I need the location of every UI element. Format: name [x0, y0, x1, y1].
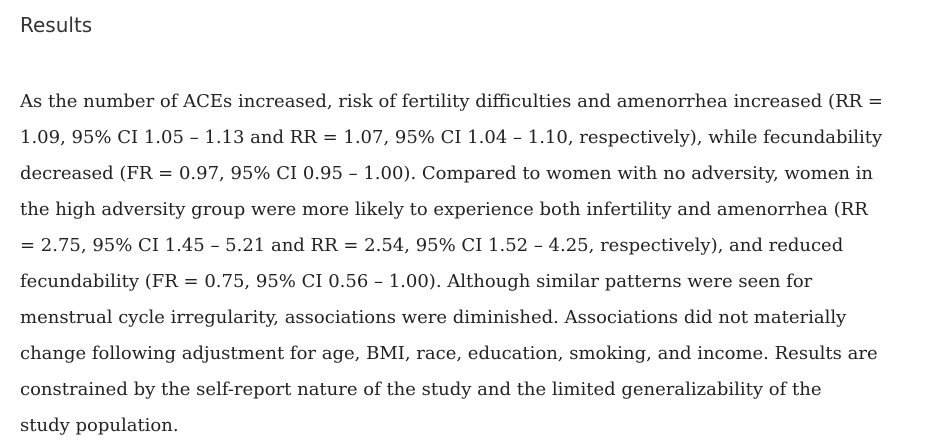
paragraph-line: fecundability (FR = 0.75, 95% CI 0.56 – …: [20, 271, 813, 292]
paragraph-line: study population.: [20, 415, 179, 436]
paragraph-line: = 2.75, 95% CI 1.45 – 5.21 and RR = 2.54…: [20, 235, 844, 256]
paragraph-line: change following adjustment for age, BMI…: [20, 343, 878, 364]
results-paragraph: As the number of ACEs increased, risk of…: [20, 84, 883, 444]
paragraph-line: decreased (FR = 0.97, 95% CI 0.95 – 1.00…: [20, 163, 874, 184]
paragraph-line: As the number of ACEs increased, risk of…: [20, 91, 883, 112]
section-heading: Results: [20, 13, 93, 37]
paragraph-line: constrained by the self-report nature of…: [20, 379, 822, 400]
paragraph-line: 1.09, 95% CI 1.05 – 1.13 and RR = 1.07, …: [20, 127, 883, 148]
paragraph-line: the high adversity group were more likel…: [20, 199, 868, 220]
paragraph-line: menstrual cycle irregularity, associatio…: [20, 307, 847, 328]
